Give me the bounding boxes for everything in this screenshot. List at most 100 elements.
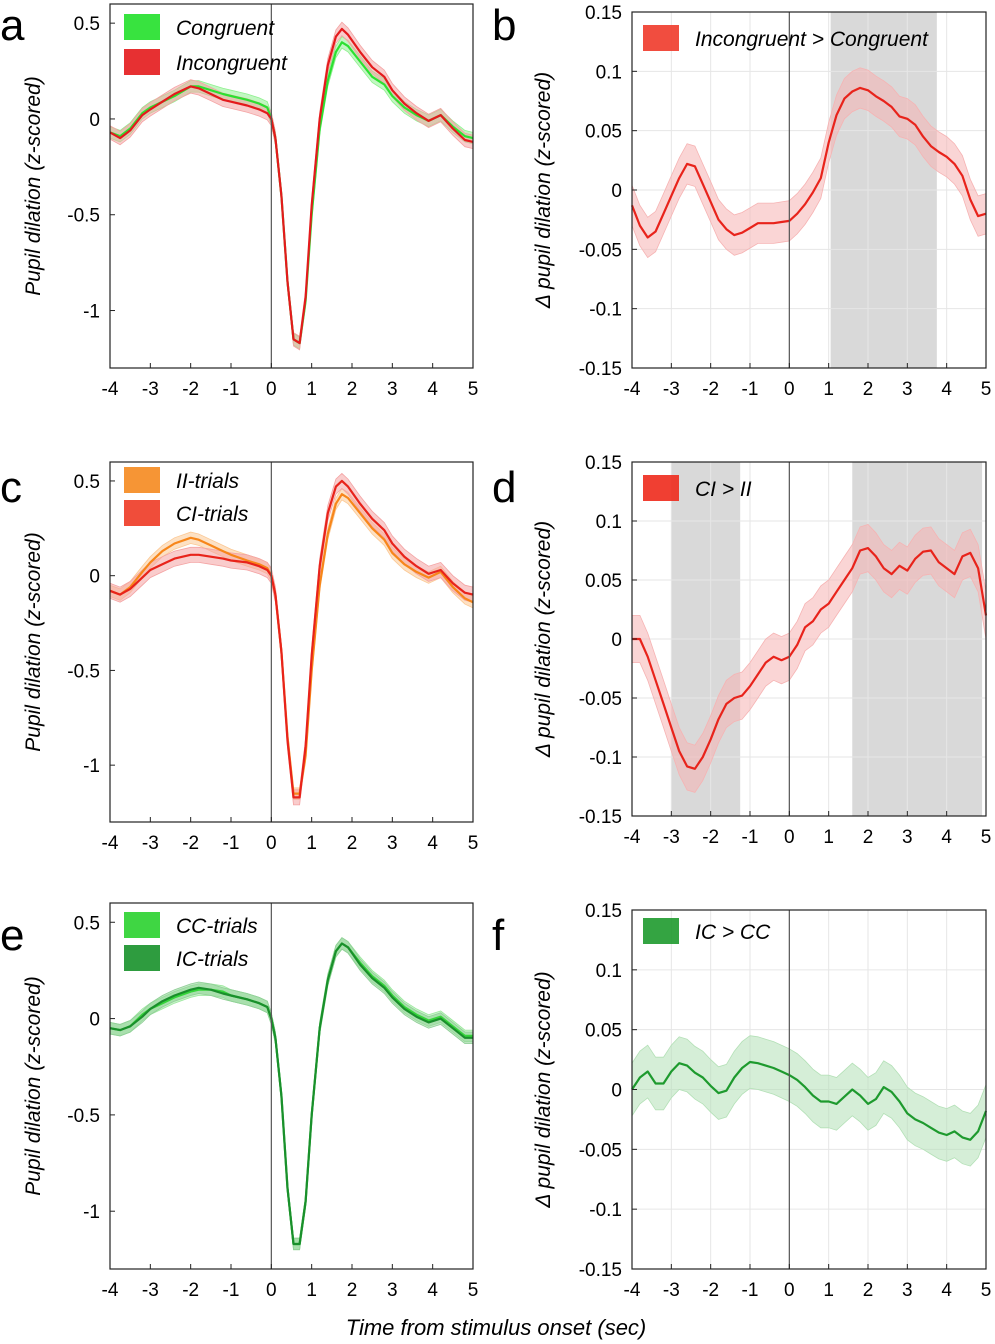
x-tick-label: 3 bbox=[902, 1280, 913, 1301]
panel-f: -4 -3 -2 -1 0 1 2 3 4 5 -0.15 -0.1 -0.05 0 0.05 0.1 0.15… bbox=[492, 901, 991, 1301]
panel-letter: e bbox=[0, 911, 24, 960]
x-tick-label: 4 bbox=[941, 1280, 952, 1301]
x-tick-label: 1 bbox=[306, 1280, 317, 1301]
x-tick-label: -4 bbox=[102, 833, 119, 854]
x-tick-label: -1 bbox=[223, 1280, 240, 1301]
x-tick-label: 0 bbox=[784, 379, 795, 400]
legend-swatch bbox=[124, 500, 160, 526]
series-line-incongruent bbox=[109, 27, 474, 345]
y-axis-label: Δ pupil dilation (z-scored) bbox=[532, 521, 555, 758]
x-tick-label: -2 bbox=[182, 833, 199, 854]
x-tick-label: 2 bbox=[863, 1280, 874, 1301]
x-tick-label: -3 bbox=[142, 833, 159, 854]
series-line-ci-trials bbox=[109, 479, 474, 799]
panel-letter: a bbox=[0, 1, 25, 50]
panel-letter: c bbox=[0, 463, 22, 512]
x-tick-label: -4 bbox=[102, 379, 119, 400]
y-tick-label: -0.5 bbox=[67, 661, 100, 682]
legend-swatch bbox=[124, 49, 160, 75]
series-line-ic-cc bbox=[631, 1060, 988, 1141]
y-tick-label: 0.05 bbox=[585, 122, 622, 143]
y-tick-label: 0.5 bbox=[74, 472, 100, 493]
x-tick-label: -3 bbox=[142, 1280, 159, 1301]
panel-letter: b bbox=[492, 1, 516, 50]
y-tick-label: 0 bbox=[611, 181, 622, 202]
x-tick-label: 1 bbox=[823, 379, 834, 400]
y-tick-label: 0.1 bbox=[596, 961, 622, 982]
x-tick-label: -2 bbox=[702, 827, 719, 848]
legend-label: Incongruent bbox=[176, 52, 288, 75]
y-tick-label: -0.15 bbox=[579, 807, 622, 828]
legend-swatch bbox=[124, 14, 160, 40]
y-tick-label: -1 bbox=[83, 1202, 100, 1223]
x-tick-label: 0 bbox=[784, 827, 795, 848]
y-tick-label: 0.5 bbox=[74, 913, 100, 934]
x-tick-label: 0 bbox=[266, 833, 277, 854]
x-tick-label: -3 bbox=[142, 379, 159, 400]
y-tick-label: -1 bbox=[83, 302, 100, 323]
y-axis-label: Pupil dilation (z-scored) bbox=[22, 532, 45, 751]
x-tick-label: 0 bbox=[266, 379, 277, 400]
x-tick-label: -1 bbox=[223, 833, 240, 854]
plot-area bbox=[110, 462, 473, 822]
x-tick-label: 5 bbox=[981, 379, 992, 400]
x-tick-label: -2 bbox=[182, 379, 199, 400]
y-tick-label: -0.05 bbox=[579, 1140, 622, 1161]
x-tick-label: 0 bbox=[266, 1280, 277, 1301]
legend-swatch bbox=[124, 467, 160, 493]
y-tick-label: -0.1 bbox=[589, 1200, 622, 1221]
x-tick-label: -3 bbox=[663, 379, 680, 400]
legend-label: IC-trials bbox=[176, 948, 249, 971]
x-tick-label: -2 bbox=[182, 1280, 199, 1301]
x-tick-label: 5 bbox=[981, 1280, 992, 1301]
y-tick-label: -1 bbox=[83, 756, 100, 777]
x-tick-label: 1 bbox=[306, 379, 317, 400]
series-line-ic-trials bbox=[109, 942, 473, 1246]
x-tick-label: -4 bbox=[102, 1280, 119, 1301]
legend-label: CI > II bbox=[695, 478, 752, 501]
x-tick-label: -1 bbox=[223, 379, 240, 400]
x-tick-label: 2 bbox=[347, 833, 358, 854]
legend-swatch bbox=[643, 25, 679, 51]
axes-box bbox=[109, 3, 474, 369]
y-tick-label: 0 bbox=[89, 110, 100, 131]
x-tick-label: 4 bbox=[941, 379, 952, 400]
y-axis-label: Pupil dilation (z-scored) bbox=[22, 976, 45, 1195]
y-tick-label: 0 bbox=[611, 630, 622, 651]
plot-area bbox=[110, 903, 473, 1269]
y-tick-label: 0.05 bbox=[585, 1021, 622, 1042]
series-line-ci-ii bbox=[632, 546, 988, 770]
x-tick-label: -1 bbox=[742, 379, 759, 400]
x-tick-label: 2 bbox=[863, 827, 874, 848]
axes-box bbox=[109, 902, 474, 1270]
legend-label: Congruent bbox=[176, 17, 275, 40]
x-tick-label: 3 bbox=[902, 827, 913, 848]
x-tick-label: 1 bbox=[306, 833, 317, 854]
x-tick-label: 5 bbox=[468, 379, 479, 400]
plot-area bbox=[110, 4, 473, 368]
y-axis-label: Δ pupil dilation (z-scored) bbox=[532, 971, 555, 1208]
panel-a: -4 -3 -2 -1 0 1 2 3 4 5 -1 -0.5 0 0.5 Pupil dilation (… bbox=[0, 1, 478, 400]
x-tick-label: 3 bbox=[902, 379, 913, 400]
y-tick-label: 0.1 bbox=[596, 512, 622, 533]
x-tick-label: 3 bbox=[387, 833, 398, 854]
x-tick-label: 2 bbox=[347, 379, 358, 400]
y-tick-label: -0.05 bbox=[579, 240, 622, 261]
x-tick-label: 0 bbox=[784, 1280, 795, 1301]
y-tick-label: -0.5 bbox=[67, 206, 100, 227]
legend-label: IC > CC bbox=[695, 921, 771, 944]
x-tick-label: 5 bbox=[981, 827, 992, 848]
y-tick-label: 0.5 bbox=[74, 14, 100, 35]
x-tick-label: 3 bbox=[387, 379, 398, 400]
x-tick-label: -4 bbox=[624, 827, 641, 848]
y-tick-label: 0 bbox=[89, 1010, 100, 1031]
x-tick-label: -3 bbox=[663, 827, 680, 848]
x-tick-label: 5 bbox=[468, 833, 479, 854]
y-tick-label: 0 bbox=[89, 567, 100, 588]
y-tick-label: 0.05 bbox=[585, 571, 622, 592]
y-tick-label: -0.1 bbox=[589, 748, 622, 769]
panel-c: -4 -3 -2 -1 0 1 2 3 4 5 -1 -0.5 0 0.5 Pupil dilation (… bbox=[0, 461, 479, 854]
x-tick-label: -3 bbox=[663, 1280, 680, 1301]
x-tick-label: 1 bbox=[823, 827, 834, 848]
